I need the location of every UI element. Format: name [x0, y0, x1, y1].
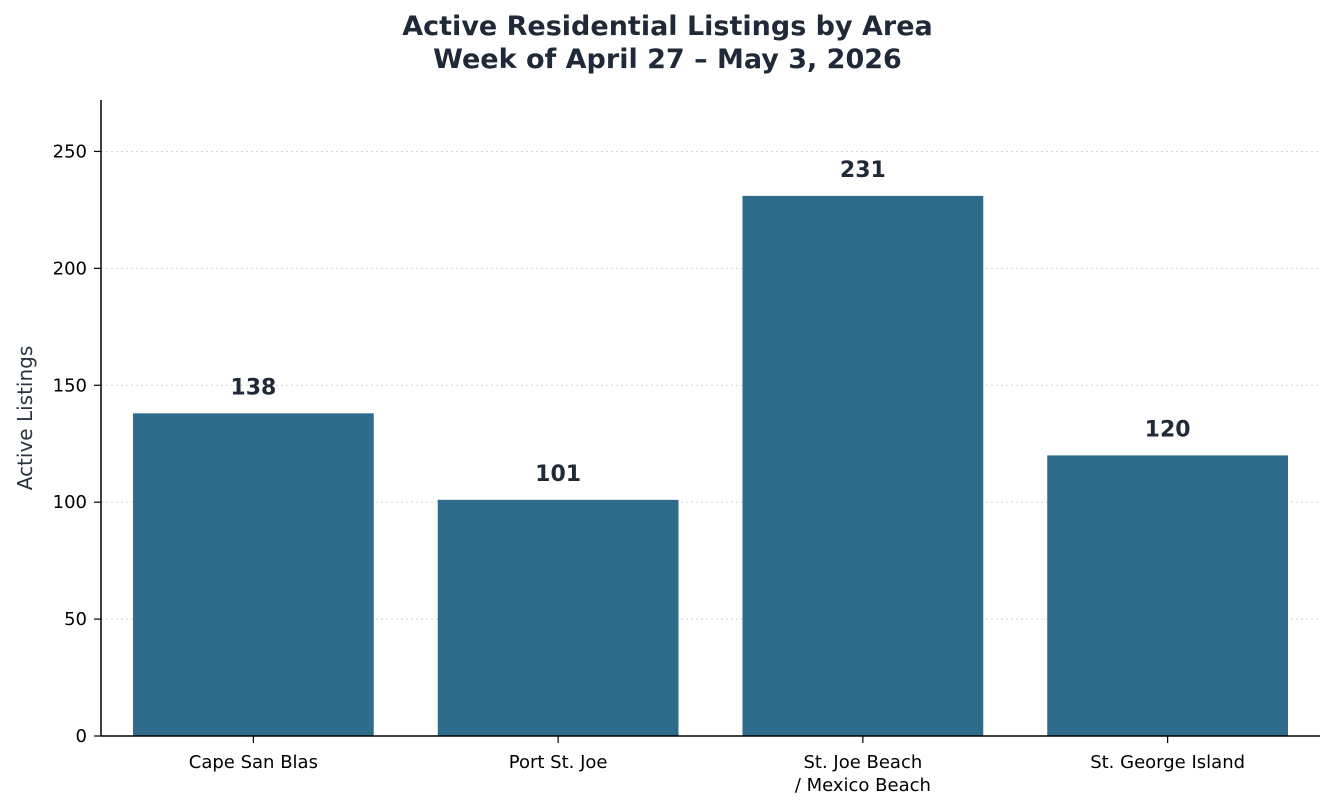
- x-tick-label: St. George Island: [1090, 752, 1245, 773]
- axes: [100, 100, 1320, 737]
- data-label: 138: [230, 375, 276, 400]
- bar: [1047, 455, 1289, 736]
- data-label: 101: [535, 462, 581, 487]
- y-tick-label: 100: [53, 492, 87, 513]
- bars: [132, 195, 1289, 736]
- y-axis-label: Active Listings: [13, 346, 37, 491]
- chart-subtitle: Week of April 27 – May 3, 2026: [433, 44, 902, 75]
- data-label: 120: [1145, 417, 1191, 442]
- bar: [742, 195, 984, 736]
- data-label: 231: [840, 158, 886, 183]
- x-tick-label: Port St. Joe: [509, 752, 608, 773]
- y-tick-label: 200: [53, 258, 87, 279]
- y-tick-label: 50: [64, 609, 87, 630]
- data-labels: 138 101 231 120: [230, 158, 1190, 487]
- chart-title-block: Active Residential Listings by Area Week…: [0, 10, 1335, 76]
- y-tick-label: 0: [76, 726, 87, 747]
- bar: [437, 499, 679, 736]
- x-tick-label: Cape San Blas: [189, 752, 318, 773]
- x-ticks: Cape San Blas Port St. Joe St. Joe Beach / …: [189, 736, 1245, 796]
- y-tick-label: 150: [53, 375, 87, 396]
- x-tick-label: St. Joe Beach / Mexico Beach: [795, 752, 931, 796]
- y-ticks: 0 50 100 150 200 250: [53, 141, 101, 747]
- bar: [132, 413, 374, 736]
- chart-title: Active Residential Listings by Area: [402, 11, 933, 42]
- y-tick-label: 250: [53, 141, 87, 162]
